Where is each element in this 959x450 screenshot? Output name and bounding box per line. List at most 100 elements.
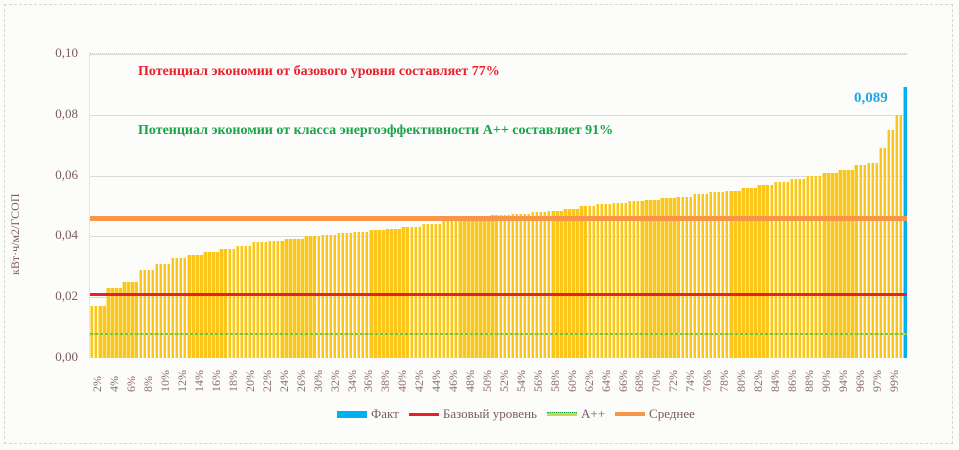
data-bar <box>878 148 883 358</box>
data-bar <box>603 204 608 358</box>
y-tick-label: 0,02 <box>55 288 78 304</box>
data-bar <box>320 234 324 358</box>
data-bar <box>874 163 879 358</box>
x-tick-label: 97% <box>869 370 884 392</box>
data-bar <box>328 234 333 358</box>
x-tick-label: 40% <box>395 370 410 392</box>
x-tick-label: 44% <box>429 370 444 392</box>
gridline <box>90 297 907 299</box>
annotation-app-savings: Потенциал экономии от класса энергоэффек… <box>138 123 614 138</box>
x-tick-label: 14% <box>192 370 207 392</box>
data-bar <box>551 210 555 358</box>
data-bar <box>191 254 195 358</box>
data-bar <box>648 199 652 358</box>
data-bar <box>466 216 470 358</box>
data-bar <box>522 213 527 358</box>
data-bar <box>102 306 106 358</box>
base-level-line <box>90 292 907 296</box>
data-bar <box>304 236 308 358</box>
x-tick-label: 76% <box>700 370 715 392</box>
data-bar <box>591 206 595 358</box>
data-bar <box>797 178 802 358</box>
data-bar <box>486 216 490 358</box>
x-tick-label: 78% <box>717 370 732 392</box>
data-bar <box>741 187 745 358</box>
data-bar <box>894 114 899 358</box>
data-bar <box>178 257 183 358</box>
x-tick-label: 56% <box>530 370 545 392</box>
chart-frame <box>4 4 953 444</box>
data-bar <box>276 240 280 358</box>
data-bar <box>753 187 757 358</box>
x-tick-label: 32% <box>327 370 342 392</box>
data-bar <box>502 215 506 358</box>
x-tick-label: 16% <box>209 370 224 392</box>
data-bar <box>312 236 316 358</box>
data-bar <box>898 114 903 358</box>
data-bar <box>154 263 159 358</box>
x-tick-label: 94% <box>835 370 850 392</box>
x-tick-label: 84% <box>767 370 782 392</box>
y-tick-label: 0,08 <box>55 105 78 121</box>
x-tick-label: 36% <box>361 370 376 392</box>
data-bar <box>296 239 300 358</box>
data-bar <box>300 239 304 358</box>
legend-swatch-average <box>615 412 646 416</box>
data-bar <box>150 269 155 358</box>
data-bar <box>866 163 871 358</box>
data-bar <box>211 251 215 358</box>
data-bar <box>652 199 656 358</box>
data-bar <box>814 175 818 358</box>
average-line <box>90 215 907 221</box>
data-bar <box>425 224 430 358</box>
fact-bar <box>903 87 907 358</box>
data-bar <box>324 234 329 358</box>
data-bar <box>765 184 769 358</box>
data-bar <box>158 263 163 358</box>
data-bar <box>219 248 223 358</box>
x-tick-label: 66% <box>615 370 630 392</box>
x-tick-label: 4% <box>107 376 122 392</box>
legend-swatch-app <box>546 412 577 416</box>
x-tick-label: 38% <box>378 370 393 392</box>
data-bar <box>729 190 733 358</box>
data-bar <box>255 242 260 358</box>
data-bar <box>599 204 604 358</box>
data-bar <box>90 306 94 358</box>
x-tick-label: 60% <box>564 370 579 392</box>
data-bar <box>247 245 252 358</box>
x-tick-label: 64% <box>598 370 613 392</box>
data-bar <box>203 251 207 358</box>
data-bar <box>454 218 458 358</box>
data-bar <box>183 257 187 358</box>
data-bar <box>818 175 822 358</box>
data-bar <box>696 193 701 358</box>
data-bar <box>692 193 697 358</box>
data-bar <box>882 148 887 358</box>
y-tick-label: 0,06 <box>55 166 78 182</box>
data-bar <box>886 130 891 358</box>
data-bar <box>720 192 725 358</box>
x-tick-label: 34% <box>344 370 359 392</box>
x-tick-label: 72% <box>666 370 681 392</box>
data-bar <box>660 198 664 358</box>
data-bar <box>664 198 668 358</box>
data-bar <box>781 181 786 358</box>
plot-area <box>89 53 907 358</box>
data-bar <box>636 201 640 358</box>
data-bar <box>627 201 632 358</box>
x-tick-label: 90% <box>818 370 833 392</box>
data-bar <box>567 209 571 358</box>
data-bar <box>462 218 466 358</box>
data-bar <box>809 175 814 358</box>
data-bar <box>830 172 834 358</box>
legend-label-average: Среднее <box>649 406 695 421</box>
data-bar <box>174 257 179 358</box>
data-bar <box>773 181 777 358</box>
data-bar <box>316 236 320 358</box>
x-tick-label: 80% <box>734 370 749 392</box>
data-bar <box>700 193 705 358</box>
data-bar <box>134 282 138 358</box>
data-bar <box>413 227 418 358</box>
data-bar <box>223 248 227 358</box>
